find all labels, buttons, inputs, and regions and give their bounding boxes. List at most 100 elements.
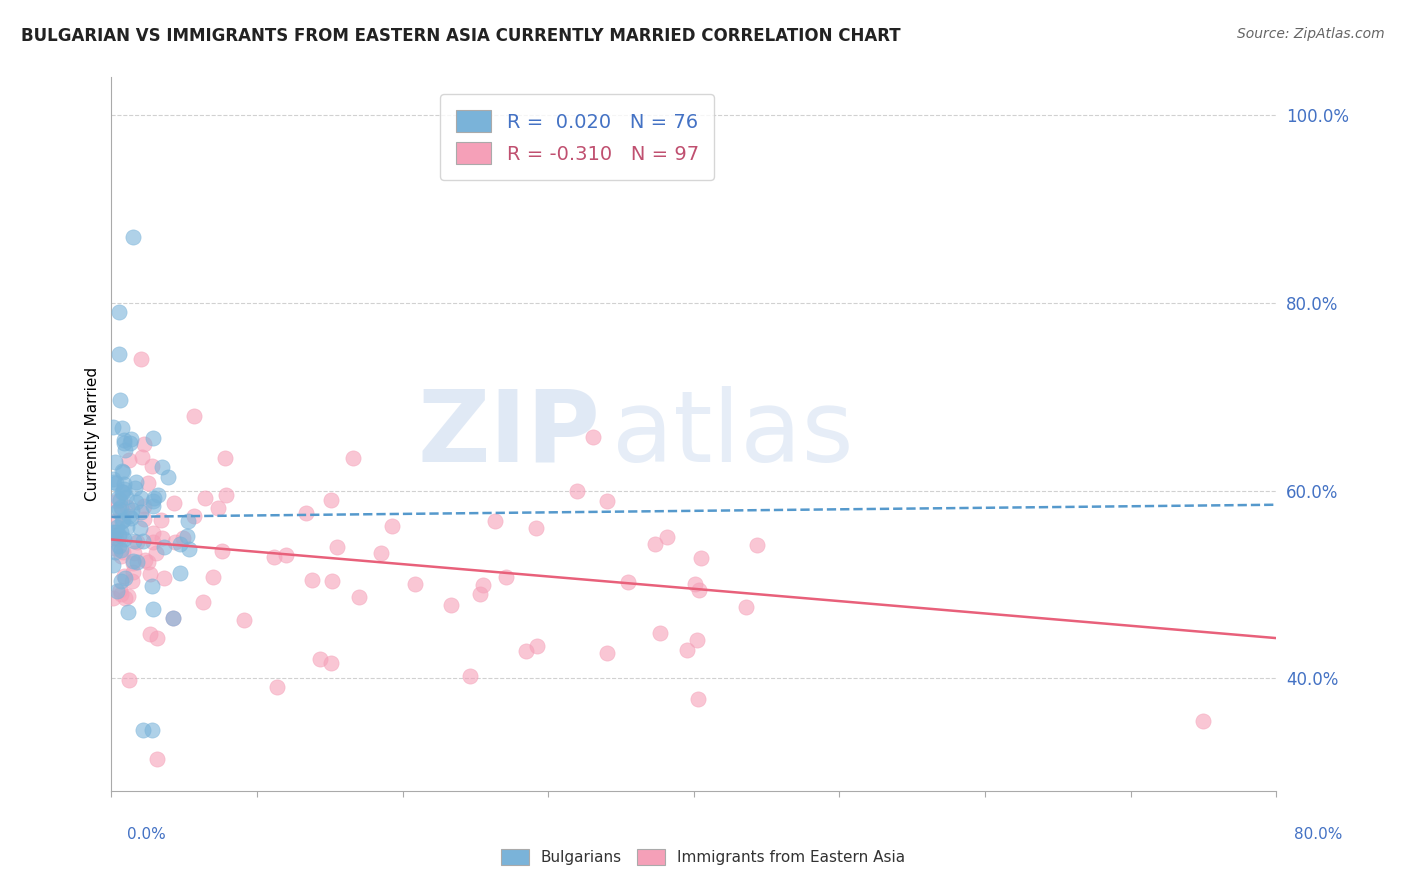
Point <box>232 613 254 627</box>
Point <box>142 534 165 549</box>
Point <box>141 458 163 473</box>
Point <box>404 577 426 591</box>
Point <box>458 669 481 683</box>
Point <box>115 490 138 504</box>
Legend: R =  0.020   N = 76, R = -0.310   N = 97: R = 0.020 N = 76, R = -0.310 N = 97 <box>440 95 714 180</box>
Point <box>142 494 165 508</box>
Point <box>616 575 638 590</box>
Point <box>129 491 152 506</box>
Point <box>129 505 152 519</box>
Point <box>347 590 370 604</box>
Point <box>745 538 768 552</box>
Point <box>132 534 155 549</box>
Point <box>326 541 349 555</box>
Point <box>104 455 127 469</box>
Point <box>263 549 285 564</box>
Point <box>688 582 710 597</box>
Point <box>657 530 679 544</box>
Point <box>122 556 145 570</box>
Legend: Bulgarians, Immigrants from Eastern Asia: Bulgarians, Immigrants from Eastern Asia <box>495 843 911 871</box>
Point <box>183 509 205 524</box>
Point <box>101 530 124 544</box>
Point <box>177 514 200 528</box>
Point <box>169 537 191 551</box>
Text: 80.0%: 80.0% <box>1295 827 1343 841</box>
Point <box>141 579 163 593</box>
Point <box>104 476 127 491</box>
Point <box>157 469 180 483</box>
Point <box>112 513 135 527</box>
Text: Source: ZipAtlas.com: Source: ZipAtlas.com <box>1237 27 1385 41</box>
Point <box>114 442 136 457</box>
Point <box>515 643 537 657</box>
Point <box>644 537 666 551</box>
Point <box>162 611 184 625</box>
Point <box>112 569 135 583</box>
Text: ZIP: ZIP <box>418 386 600 483</box>
Point <box>176 529 198 543</box>
Point <box>596 646 619 660</box>
Point <box>526 640 548 654</box>
Point <box>120 436 142 450</box>
Text: BULGARIAN VS IMMIGRANTS FROM EASTERN ASIA CURRENTLY MARRIED CORRELATION CHART: BULGARIAN VS IMMIGRANTS FROM EASTERN ASI… <box>21 27 901 45</box>
Point <box>132 723 155 738</box>
Point <box>308 652 330 666</box>
Point <box>596 493 619 508</box>
Point <box>177 541 200 556</box>
Point <box>103 475 125 490</box>
Point <box>128 521 150 535</box>
Point <box>141 723 163 738</box>
Point <box>152 571 174 585</box>
Point <box>110 574 132 588</box>
Point <box>686 691 709 706</box>
Point <box>112 433 135 447</box>
Point <box>370 546 392 560</box>
Point <box>108 501 131 516</box>
Point <box>468 587 491 601</box>
Point <box>117 589 139 603</box>
Point <box>191 595 214 609</box>
Point <box>121 574 143 589</box>
Point <box>152 541 174 555</box>
Point <box>683 577 706 591</box>
Point <box>207 500 229 515</box>
Point <box>120 432 142 446</box>
Point <box>104 545 127 559</box>
Point <box>735 600 758 615</box>
Point <box>104 532 127 546</box>
Point <box>104 541 127 555</box>
Point <box>105 494 128 508</box>
Point <box>110 587 132 601</box>
Point <box>114 591 136 606</box>
Point <box>111 514 134 528</box>
Point <box>122 533 145 548</box>
Point <box>134 511 156 525</box>
Point <box>440 598 463 612</box>
Point <box>111 465 134 479</box>
Point <box>143 491 166 505</box>
Point <box>121 503 143 517</box>
Point <box>131 450 153 465</box>
Point <box>112 532 135 546</box>
Point <box>582 430 605 444</box>
Point <box>112 545 135 559</box>
Point <box>118 673 141 687</box>
Point <box>120 510 142 524</box>
Point <box>319 493 342 508</box>
Point <box>111 503 134 517</box>
Point <box>125 535 148 549</box>
Point <box>110 549 132 564</box>
Point <box>117 605 139 619</box>
Point <box>1192 714 1215 728</box>
Point <box>112 482 135 496</box>
Point <box>139 566 162 581</box>
Point <box>214 488 236 502</box>
Point <box>111 421 134 435</box>
Point <box>110 543 132 558</box>
Point <box>125 495 148 509</box>
Point <box>124 475 146 489</box>
Point <box>101 558 124 572</box>
Point <box>124 481 146 495</box>
Point <box>111 484 134 499</box>
Point <box>108 531 131 545</box>
